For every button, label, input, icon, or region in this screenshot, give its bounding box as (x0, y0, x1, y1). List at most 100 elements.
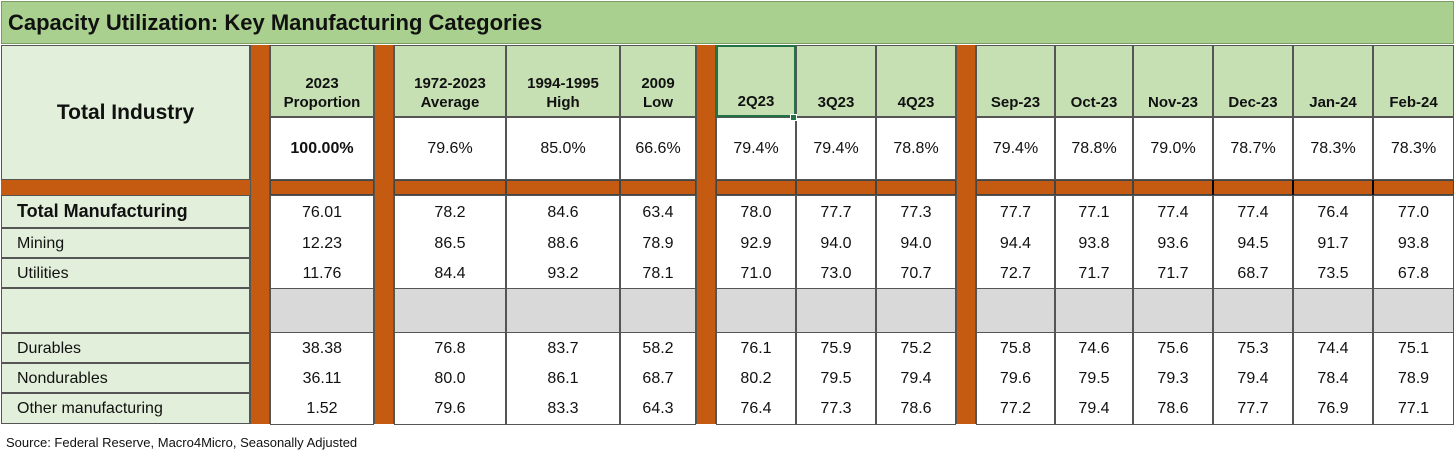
column-header: Sep-23 (976, 45, 1055, 117)
table-cell: 77.4 (1213, 195, 1293, 228)
total-industry-value: 79.4% (716, 117, 796, 180)
table-bottom-line (620, 424, 696, 425)
table-cell: 78.4 (1293, 363, 1373, 393)
separator-band (1293, 180, 1373, 195)
table-cell: 94.5 (1213, 228, 1293, 258)
table-cell: 77.3 (876, 195, 956, 228)
column-separator (696, 45, 716, 424)
table-cell: 77.7 (976, 195, 1055, 228)
blank-band (976, 288, 1055, 333)
total-industry-value: 78.3% (1373, 117, 1454, 180)
column-header: 4Q23 (876, 45, 956, 117)
table-cell: 71.0 (716, 258, 796, 288)
table-cell: 88.6 (506, 228, 620, 258)
total-industry-value: 78.8% (1055, 117, 1133, 180)
table-bottom-line (876, 424, 956, 425)
column-separator (250, 45, 270, 424)
table-cell: 78.6 (876, 393, 956, 424)
table-cell: 83.7 (506, 333, 620, 363)
separator-band (506, 180, 620, 195)
row-label-blank (1, 288, 250, 333)
table-cell: 78.0 (716, 195, 796, 228)
table-cell: 77.4 (1133, 195, 1213, 228)
table-cell: 79.5 (1055, 363, 1133, 393)
total-industry-value: 78.8% (876, 117, 956, 180)
table-cell: 38.38 (270, 333, 374, 363)
total-industry-value: 79.6% (394, 117, 506, 180)
table-bottom-line (716, 424, 796, 425)
total-industry-value: 66.6% (620, 117, 696, 180)
blank-band-last (1373, 288, 1454, 333)
separator-band (620, 180, 696, 195)
total-industry-value: 79.4% (796, 117, 876, 180)
total-industry-value: 78.3% (1293, 117, 1373, 180)
table-cell: 76.4 (1293, 195, 1373, 228)
column-header: 2Q23 (716, 45, 796, 117)
blank-band (796, 288, 876, 333)
table-cell: 64.3 (620, 393, 696, 424)
row-label: Utilities (1, 258, 250, 288)
table-cell: 68.7 (1213, 258, 1293, 288)
table-cell: 79.3 (1133, 363, 1213, 393)
selection-handle (790, 114, 797, 121)
blank-band (620, 288, 696, 333)
blank-band (506, 288, 620, 333)
separator-band (876, 180, 956, 195)
table-cell: 94.0 (876, 228, 956, 258)
table-cell: 72.7 (976, 258, 1055, 288)
separator-band (716, 180, 796, 195)
table-cell: 78.9 (620, 228, 696, 258)
table-bottom-line (270, 424, 374, 425)
table-bottom-line (1373, 424, 1454, 425)
column-separator (374, 45, 394, 424)
table-cell: 77.0 (1373, 195, 1454, 228)
table-cell: 75.2 (876, 333, 956, 363)
table-cell: 76.8 (394, 333, 506, 363)
table-cell: 78.2 (394, 195, 506, 228)
blank-band (1055, 288, 1133, 333)
table-cell: 78.1 (620, 258, 696, 288)
table-cell: 75.9 (796, 333, 876, 363)
total-industry-value: 79.4% (976, 117, 1055, 180)
column-header: Jan-24 (1293, 45, 1373, 117)
total-industry-value: 79.0% (1133, 117, 1213, 180)
column-header: 2023 Proportion (270, 45, 374, 117)
table-cell: 91.7 (1293, 228, 1373, 258)
column-header: 2009 Low (620, 45, 696, 117)
table-bottom-line (796, 424, 876, 425)
separator-band (976, 180, 1055, 195)
blank-band (394, 288, 506, 333)
table-cell: 74.4 (1293, 333, 1373, 363)
table-cell: 75.1 (1373, 333, 1454, 363)
table-cell: 92.9 (716, 228, 796, 258)
table-cell: 79.4 (1213, 363, 1293, 393)
band-divider (1372, 180, 1374, 195)
separator-band (1213, 180, 1293, 195)
blank-band (1133, 288, 1213, 333)
table-cell: 79.5 (796, 363, 876, 393)
table-cell: 75.6 (1133, 333, 1213, 363)
table-cell: 79.6 (394, 393, 506, 424)
table-cell: 86.1 (506, 363, 620, 393)
table-cell: 83.3 (506, 393, 620, 424)
table-cell: 67.8 (1373, 258, 1454, 288)
total-industry-label: Total Industry (1, 45, 250, 180)
table-cell: 77.7 (796, 195, 876, 228)
separator-band (1373, 180, 1454, 195)
blank-band (1293, 288, 1373, 333)
table-bottom-line (976, 424, 1055, 425)
table-cell: 70.7 (876, 258, 956, 288)
table-cell: 36.11 (270, 363, 374, 393)
separator-band (270, 180, 374, 195)
table-cell: 84.4 (394, 258, 506, 288)
separator-band (394, 180, 506, 195)
separator-band (1, 180, 250, 195)
row-label: Nondurables (1, 363, 250, 393)
table-cell: 75.3 (1213, 333, 1293, 363)
table-title: Capacity Utilization: Key Manufacturing … (1, 1, 1454, 44)
blank-band (876, 288, 956, 333)
table-cell: 93.8 (1055, 228, 1133, 258)
total-industry-value: 85.0% (506, 117, 620, 180)
table-cell: 73.0 (796, 258, 876, 288)
column-header: 3Q23 (796, 45, 876, 117)
